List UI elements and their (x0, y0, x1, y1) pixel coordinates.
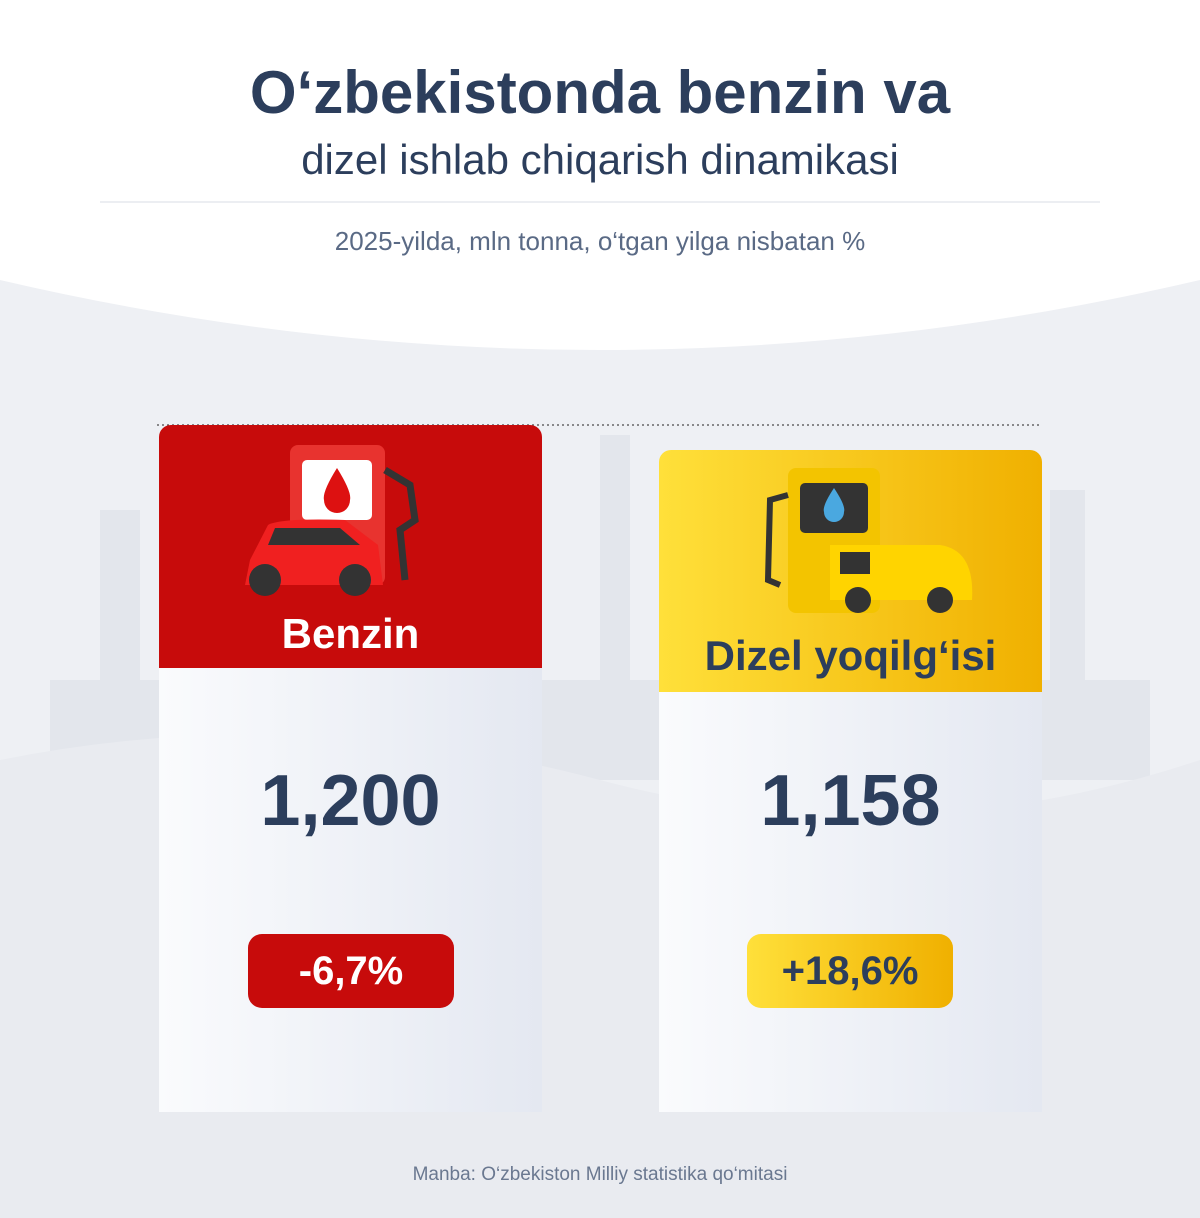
change-badge: +18,6% (747, 934, 953, 1008)
title: O‘zbekistonda benzin va (249, 59, 951, 126)
source: Manba: O‘zbekiston Milliy statistika qo‘… (412, 1164, 788, 1185)
card-value: 1,200 (260, 761, 441, 841)
card-name: Dizel yoqilg‘isi (704, 632, 997, 679)
title-line2: dizel ishlab chiqarish dinamikasi (301, 136, 899, 183)
change-badge: -6,7% (248, 934, 454, 1008)
card-value: 1,158 (760, 761, 941, 841)
card-name: Benzin (281, 610, 420, 657)
card-body (659, 692, 1042, 1112)
card-body (159, 668, 542, 1112)
subtitle: 2025-yilda, mln tonna, o‘tgan yilga nisb… (334, 226, 866, 256)
